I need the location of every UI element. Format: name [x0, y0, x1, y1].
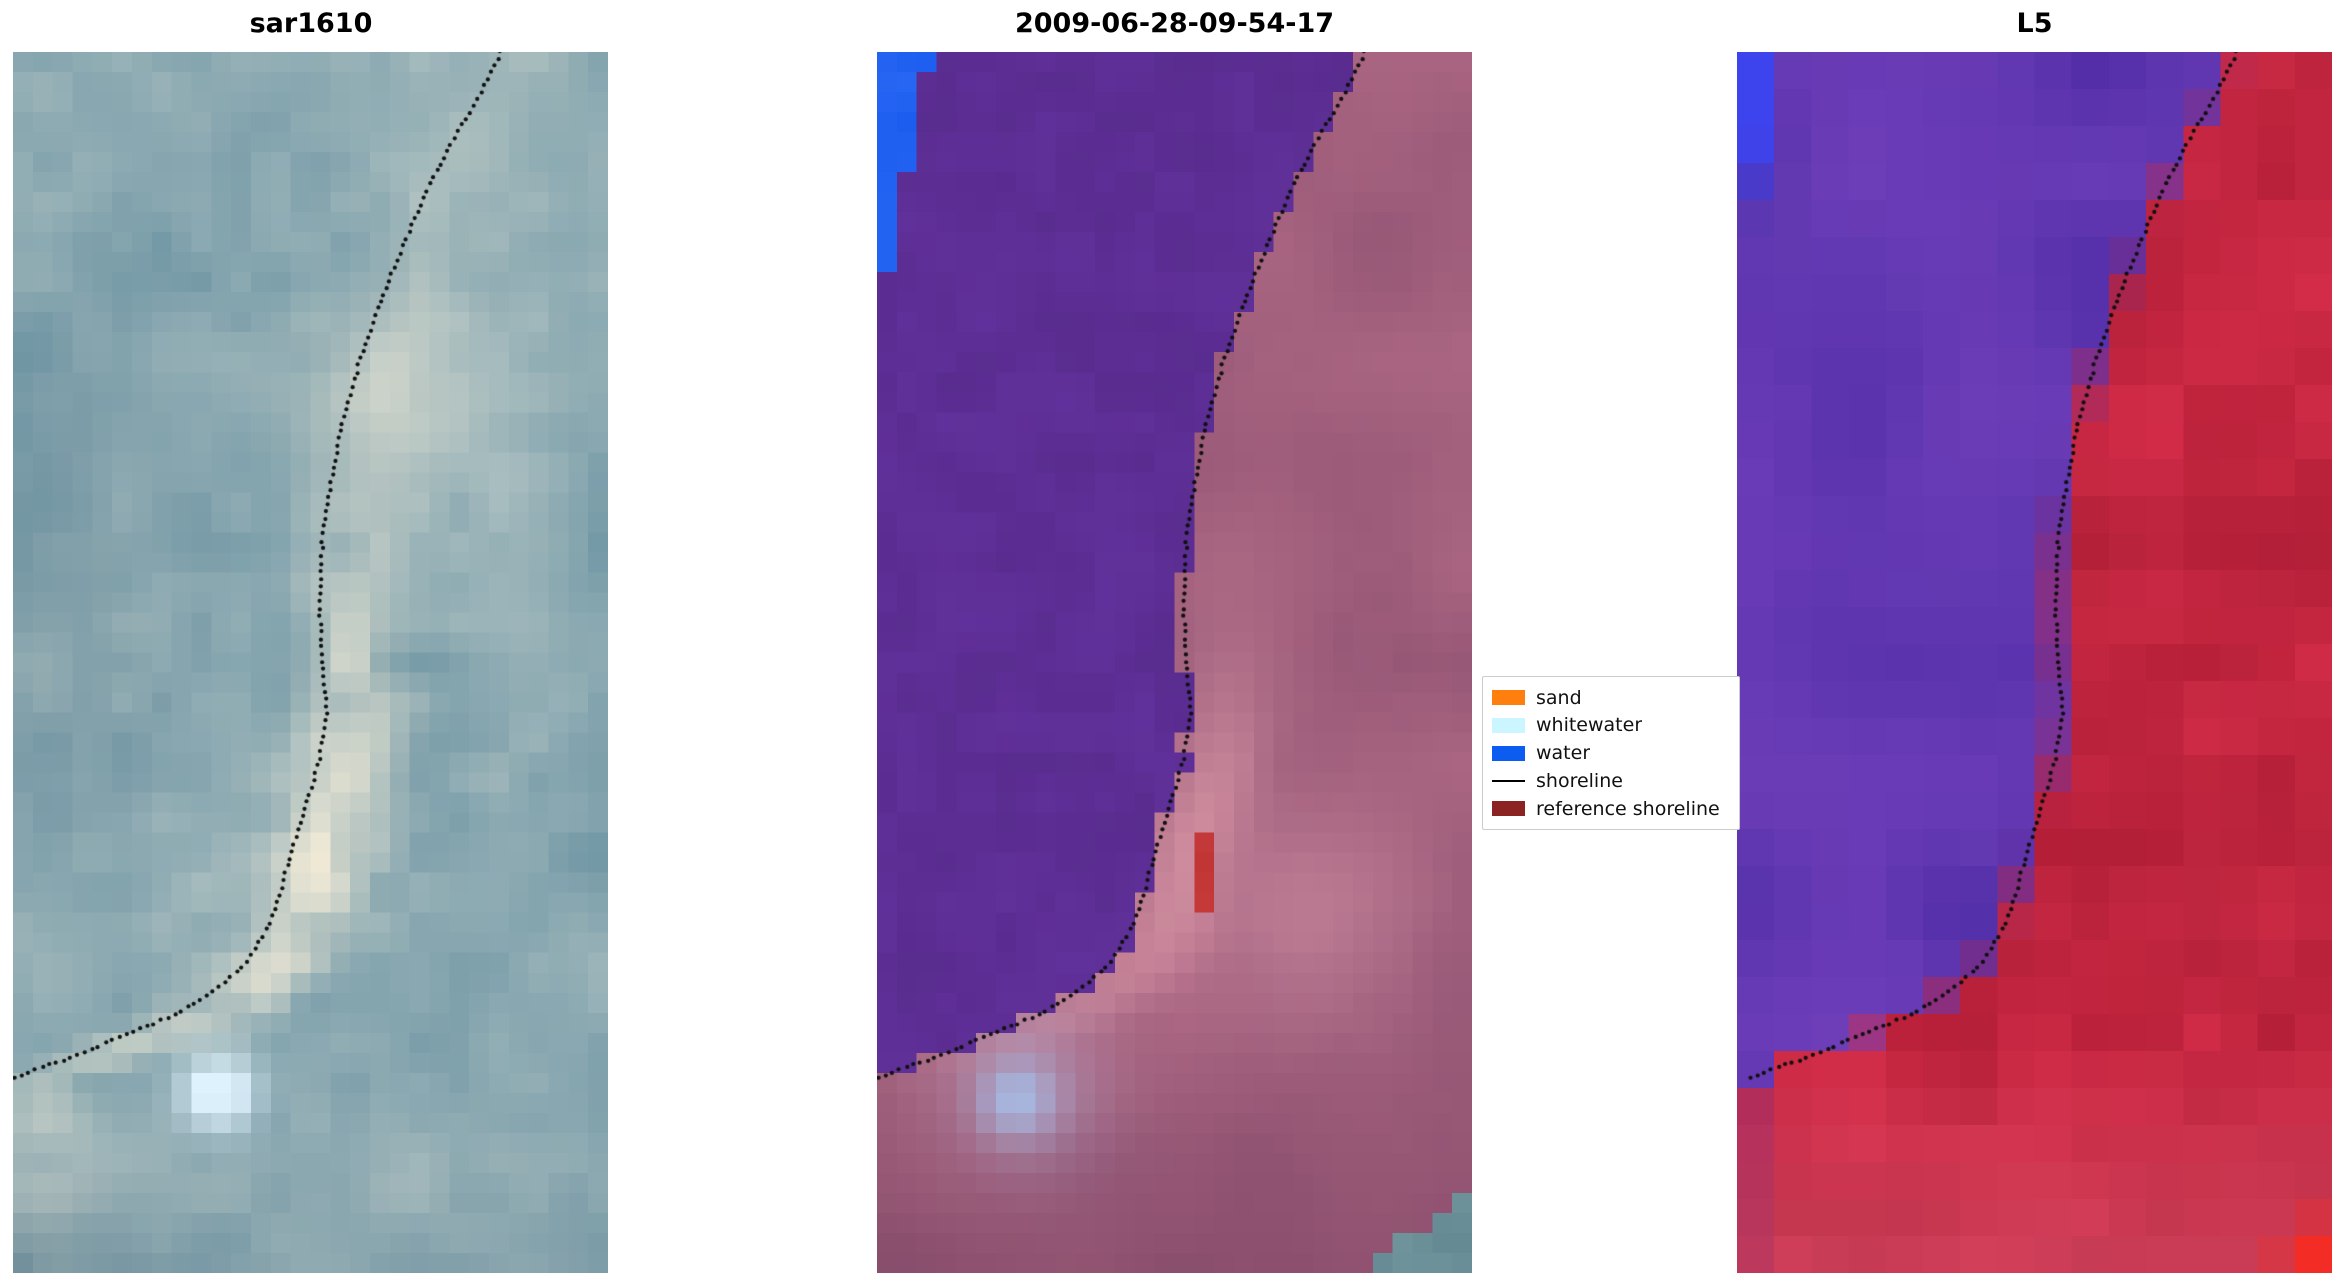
legend-swatch-sand: [1492, 690, 1525, 705]
legend-label-water: water: [1536, 742, 1591, 764]
panel-l5: [1737, 52, 2332, 1273]
classification-shoreline-overlay-canvas: [877, 52, 1472, 1273]
sar-shoreline-overlay-canvas: [13, 52, 608, 1273]
legend-item-reference-shoreline: reference shoreline: [1492, 796, 1730, 821]
legend-item-shoreline: shoreline: [1492, 768, 1730, 793]
legend-label-reference-shoreline: reference shoreline: [1536, 797, 1720, 820]
legend-label-shoreline: shoreline: [1536, 769, 1623, 792]
legend-label-whitewater: whitewater: [1536, 714, 1643, 737]
legend-item-water: water: [1492, 741, 1730, 766]
legend-item-sand: sand: [1492, 685, 1730, 710]
legend: sand whitewater water shoreline referenc…: [1482, 676, 1740, 830]
l5-shoreline-overlay-canvas: [1737, 52, 2332, 1273]
panel-title-l5: L5: [2016, 8, 2053, 39]
panel-classification: [877, 52, 1472, 1273]
legend-item-whitewater: whitewater: [1492, 713, 1730, 738]
legend-swatch-whitewater: [1492, 717, 1525, 733]
panel-title-classification: 2009-06-28-09-54-17: [1014, 8, 1335, 39]
legend-swatch-shoreline-line: [1492, 779, 1525, 782]
legend-label-sand: sand: [1536, 686, 1582, 709]
legend-swatch-reference-shoreline: [1492, 801, 1525, 816]
panel-sar1610: [13, 52, 608, 1273]
panel-title-sar1610: sar1610: [249, 8, 373, 39]
legend-swatch-water: [1492, 745, 1525, 761]
